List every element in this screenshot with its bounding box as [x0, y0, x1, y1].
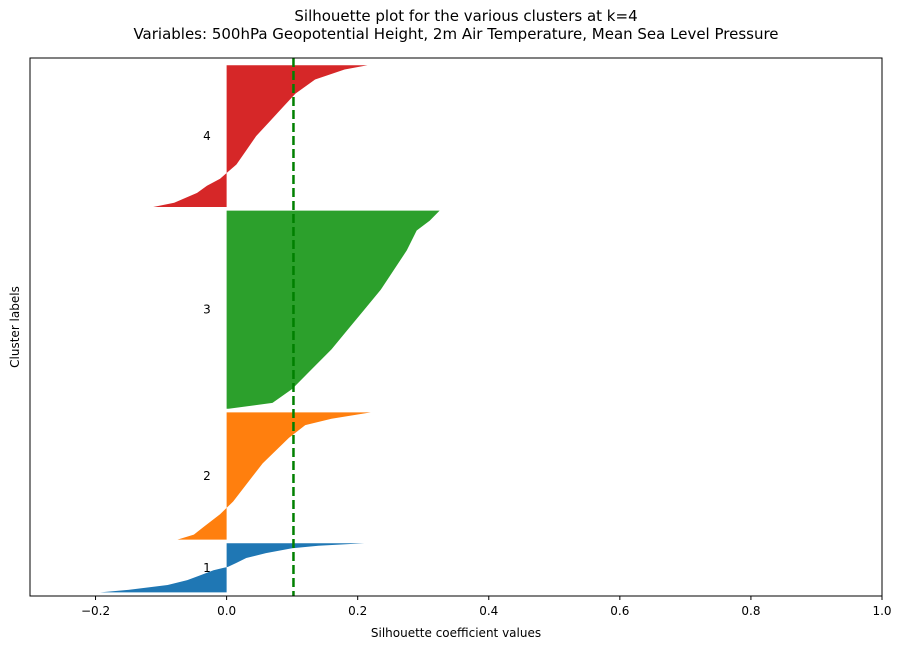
silhouette-cluster-2 [177, 412, 371, 540]
cluster-label-1: 1 [203, 561, 211, 575]
silhouette-cluster-4 [153, 65, 368, 208]
x-tick-label: −0.2 [81, 604, 110, 618]
plot-background [30, 58, 882, 596]
cluster-labels: 1 2 3 4 [203, 129, 211, 575]
chart-title: Silhouette plot for the various clusters… [294, 7, 637, 25]
plot-area: 1 2 3 4 [29, 57, 883, 597]
x-tick-label: 0.0 [217, 604, 236, 618]
x-axis: −0.2 0.0 0.2 0.4 0.6 0.8 1.0 [81, 596, 892, 618]
silhouette-cluster-1 [100, 543, 365, 593]
x-tick-label: 0.4 [479, 604, 498, 618]
cluster-label-2: 2 [203, 469, 211, 483]
plot-frame [29, 57, 883, 597]
x-tick-label: 0.8 [741, 604, 760, 618]
silhouette-bars [100, 65, 440, 593]
x-tick-label: 0.2 [348, 604, 367, 618]
x-axis-label: Silhouette coefficient values [371, 626, 541, 640]
x-tick-label: 1.0 [872, 604, 891, 618]
silhouette-cluster-3 [226, 210, 440, 409]
x-tick-label: 0.6 [610, 604, 629, 618]
cluster-label-4: 4 [203, 129, 211, 143]
chart-subtitle: Variables: 500hPa Geopotential Height, 2… [133, 25, 778, 43]
y-axis-label: Cluster labels [8, 286, 22, 368]
cluster-label-3: 3 [203, 303, 211, 317]
